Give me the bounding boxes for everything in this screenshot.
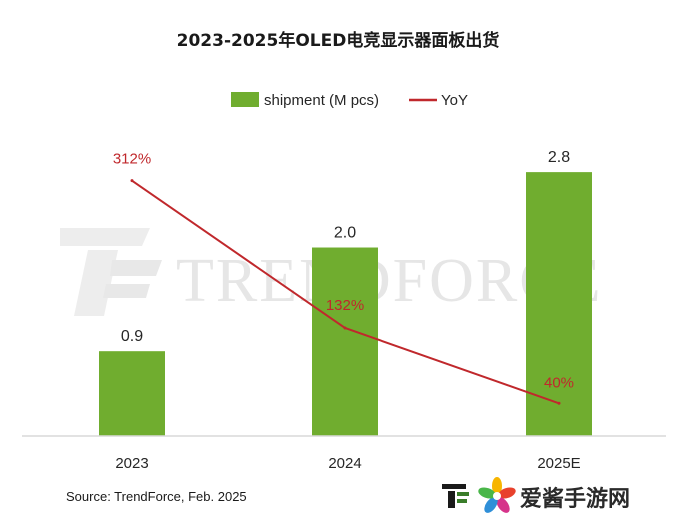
x-tick-2023: 2023 [115,455,148,472]
bar-data-labels: 0.9 2.0 2.8 [121,149,570,345]
yoy-data-labels: 312% 132% 40% [113,151,574,392]
x-tick-2024: 2024 [328,455,361,472]
yoy-label-2024: 132% [326,297,364,314]
bar-2024 [312,247,378,436]
trendforce-mini-logo [442,484,469,508]
yoy-label-2023: 312% [113,151,151,168]
chart-title: 2023-2025年OLED电竞显示器面板出货 [177,30,500,51]
bar-label-2024: 2.0 [334,225,356,242]
yoy-point-2023 [130,179,134,183]
trendforce-watermark-logo [60,228,162,316]
legend-swatch-shipment [231,92,259,107]
pinwheel-flower-icon [478,477,516,513]
x-axis-ticks: 2023 2024 2025E [115,455,580,472]
legend-label-shipment: shipment (M pcs) [264,92,379,109]
legend: shipment (M pcs) YoY [231,92,468,109]
bar-series [99,172,592,436]
bar-label-2025E: 2.8 [548,149,570,166]
corner-brand: 爱酱手游网 [442,477,630,513]
yoy-line-series [130,179,561,405]
yoy-point-2024 [343,326,347,330]
bar-2023 [99,351,165,436]
source-note: Source: TrendForce, Feb. 2025 [66,489,247,504]
brand-name: 爱酱手游网 [520,486,630,512]
bar-label-2023: 0.9 [121,328,143,345]
yoy-point-2025E [557,401,561,405]
bar-2025E [526,172,592,436]
x-tick-2025E: 2025E [537,455,580,472]
legend-label-yoy: YoY [441,92,468,109]
yoy-label-2025E: 40% [544,374,574,391]
